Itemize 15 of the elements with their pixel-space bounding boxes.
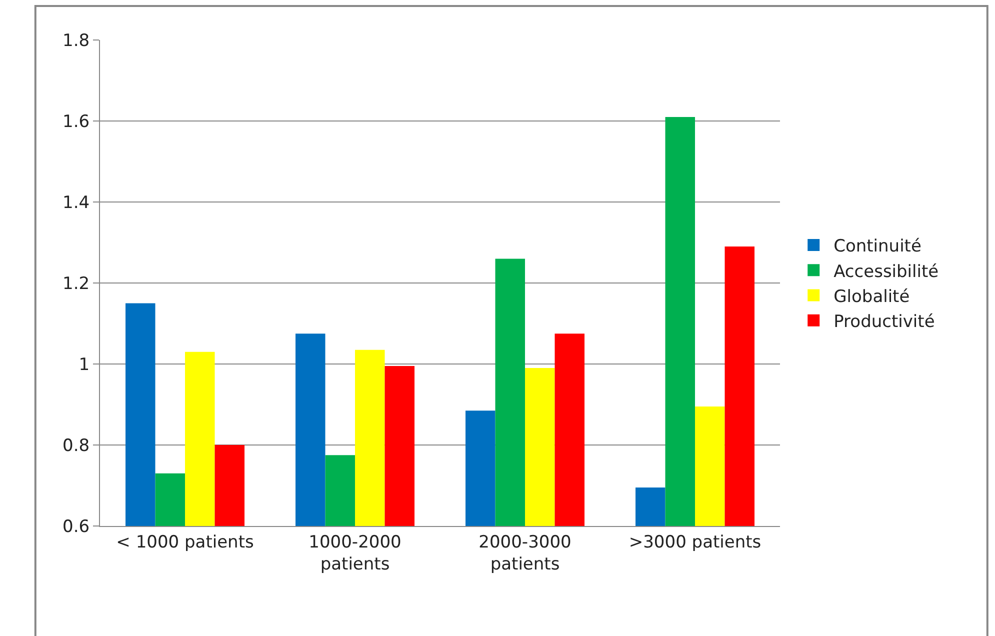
y-tick-label: 1.6 <box>62 112 90 132</box>
x-tick-label: 1000-2000 patients <box>308 532 402 574</box>
legend-label: Continuité <box>834 236 922 257</box>
x-tick-label: >3000 patients <box>628 532 762 552</box>
x-tick-label: 2000-3000 patients <box>478 532 572 574</box>
y-tick-label: 1 <box>78 354 90 375</box>
y-tick-label: 1.2 <box>62 274 90 294</box>
x-tick-label: < 1000 patients <box>116 532 254 552</box>
y-tick-label: 1.8 <box>62 30 90 51</box>
y-tick-label: 1.4 <box>62 192 90 213</box>
legend-label: Globalité <box>834 286 910 307</box>
y-tick-label: 0.6 <box>62 516 90 537</box>
y-tick-label: 0.8 <box>62 436 90 456</box>
legend-label: Productivité <box>834 312 935 332</box>
legend-label: Accessibilité <box>834 262 939 282</box>
